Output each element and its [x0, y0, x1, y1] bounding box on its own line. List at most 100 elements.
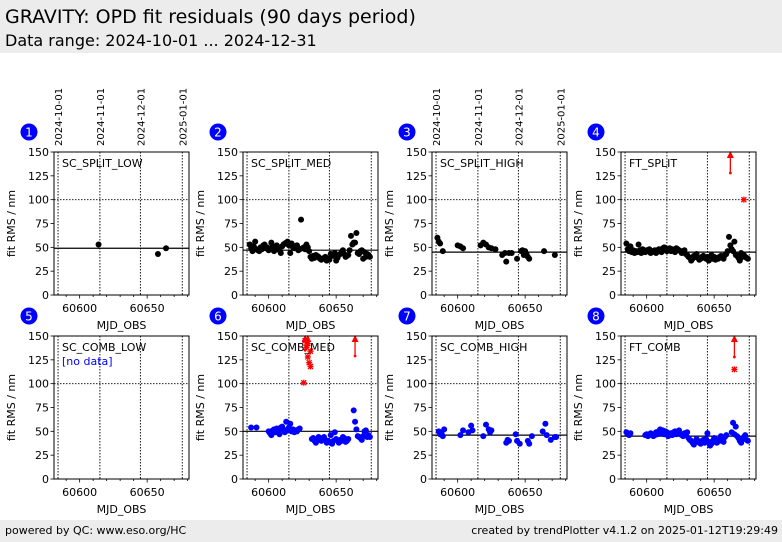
data-point [366, 434, 373, 441]
page-subtitle: Data range: 2024-10-01 ... 2024-12-31 [5, 31, 317, 50]
x-tick-label: 60650 [508, 302, 543, 315]
x-axis-label: MJD_OBS [286, 319, 336, 332]
data-point [287, 420, 294, 427]
out-of-range-arrow [351, 335, 359, 358]
y-tick-label: 150 [595, 330, 616, 343]
data-point [439, 433, 446, 440]
y-tick-label: 50 [413, 425, 427, 438]
data-point [296, 425, 303, 432]
y-axis-label: fit RMS / nm [5, 374, 18, 441]
data-point [539, 428, 546, 435]
data-point [723, 432, 730, 439]
y-tick-label: 50 [224, 241, 238, 254]
x-axis-label: MJD_OBS [664, 503, 714, 516]
x-tick-label: 60600 [440, 302, 475, 315]
data-point [95, 241, 102, 248]
arrow-base [353, 354, 357, 358]
panel-label: FT_COMB [629, 341, 681, 354]
data-point [331, 429, 338, 436]
outlier-stroke [307, 363, 314, 370]
y-axis-label: fit RMS / nm [383, 374, 396, 441]
x-axis-label: MJD_OBS [286, 503, 336, 516]
panel-label: SC_COMB_LOW [62, 341, 146, 354]
panel-number: 3 [403, 126, 411, 140]
panel-badge [587, 307, 605, 325]
chart-panel-3: 3 2024-10-01 2024-11-01 2024-12-01 2025-01-0… [383, 88, 568, 332]
x-tick-label: 60600 [251, 302, 286, 315]
y-tick-label: 75 [224, 402, 238, 415]
data-point [553, 434, 560, 441]
y-tick-label: 0 [42, 473, 49, 486]
x-tick-label: 60650 [130, 302, 165, 315]
y-tick-label: 100 [406, 194, 427, 207]
data-point [276, 431, 283, 438]
x-tick-label: 60600 [251, 486, 286, 499]
y-tick-label: 50 [35, 241, 49, 254]
outlier-stroke [307, 348, 314, 355]
top-date-label: 2024-12-01 [136, 88, 147, 146]
data-point [248, 424, 255, 431]
y-tick-label: 25 [35, 265, 49, 278]
outlier-marker [307, 348, 314, 355]
y-tick-label: 75 [413, 402, 427, 415]
y-tick-label: 100 [595, 378, 616, 391]
outlier-stroke [306, 359, 313, 366]
panel-badge [587, 123, 605, 141]
panel-badge [20, 307, 38, 325]
plot-frame [620, 151, 757, 296]
plot-frame [242, 151, 379, 296]
y-tick-label: 25 [413, 265, 427, 278]
panel-badge [209, 307, 227, 325]
panel-label: SC_SPLIT_HIGH [440, 157, 524, 170]
data-point [252, 238, 259, 245]
data-point [154, 251, 161, 258]
out-of-range-arrow [730, 335, 738, 359]
panel-badge [20, 123, 38, 141]
data-point [350, 407, 357, 414]
data-point [503, 258, 510, 265]
top-date-label: 2025-01-01 [178, 88, 189, 146]
panel-label: SC_SPLIT_LOW [62, 157, 143, 170]
data-point [326, 256, 333, 263]
outlier-stroke [731, 366, 738, 373]
page-title: GRAVITY: OPD fit residuals (90 days peri… [5, 6, 416, 28]
x-tick-label: 60600 [629, 302, 664, 315]
y-tick-label: 150 [595, 146, 616, 159]
data-point [346, 247, 353, 254]
data-point [439, 248, 446, 255]
y-axis-label: fit RMS / nm [572, 190, 585, 257]
data-point [742, 432, 749, 439]
data-point [744, 437, 751, 444]
data-point [345, 435, 352, 442]
data-point [362, 427, 369, 434]
y-tick-label: 50 [602, 241, 616, 254]
data-point [526, 440, 533, 447]
chart-panel-4: 4 0 25 50 75 100 125 150 60600 60650 MJD_OBS fit RM… [572, 123, 757, 332]
data-point [720, 438, 727, 445]
data-point [551, 251, 558, 258]
header: GRAVITY: OPD fit residuals (90 days peri… [0, 0, 782, 53]
panel-label: SC_COMB_MED [251, 341, 335, 354]
data-point [526, 255, 533, 262]
arrow-head [304, 335, 312, 342]
out-of-range-arrow [304, 335, 312, 347]
y-tick-label: 100 [28, 378, 49, 391]
data-point [684, 429, 691, 436]
data-point [306, 248, 313, 255]
y-tick-label: 50 [413, 241, 427, 254]
x-tick-label: 60650 [130, 486, 165, 499]
y-tick-label: 125 [595, 354, 616, 367]
data-point [541, 248, 548, 255]
x-axis-label: MJD_OBS [97, 503, 147, 516]
x-tick-label: 60650 [508, 486, 543, 499]
data-point [514, 255, 521, 262]
x-tick-label: 60650 [697, 486, 732, 499]
outlier-stroke [740, 196, 747, 203]
panel-label: FT_SPLIT [629, 157, 677, 170]
y-tick-label: 0 [231, 473, 238, 486]
arrow-head [726, 151, 734, 158]
data-point [468, 422, 475, 429]
